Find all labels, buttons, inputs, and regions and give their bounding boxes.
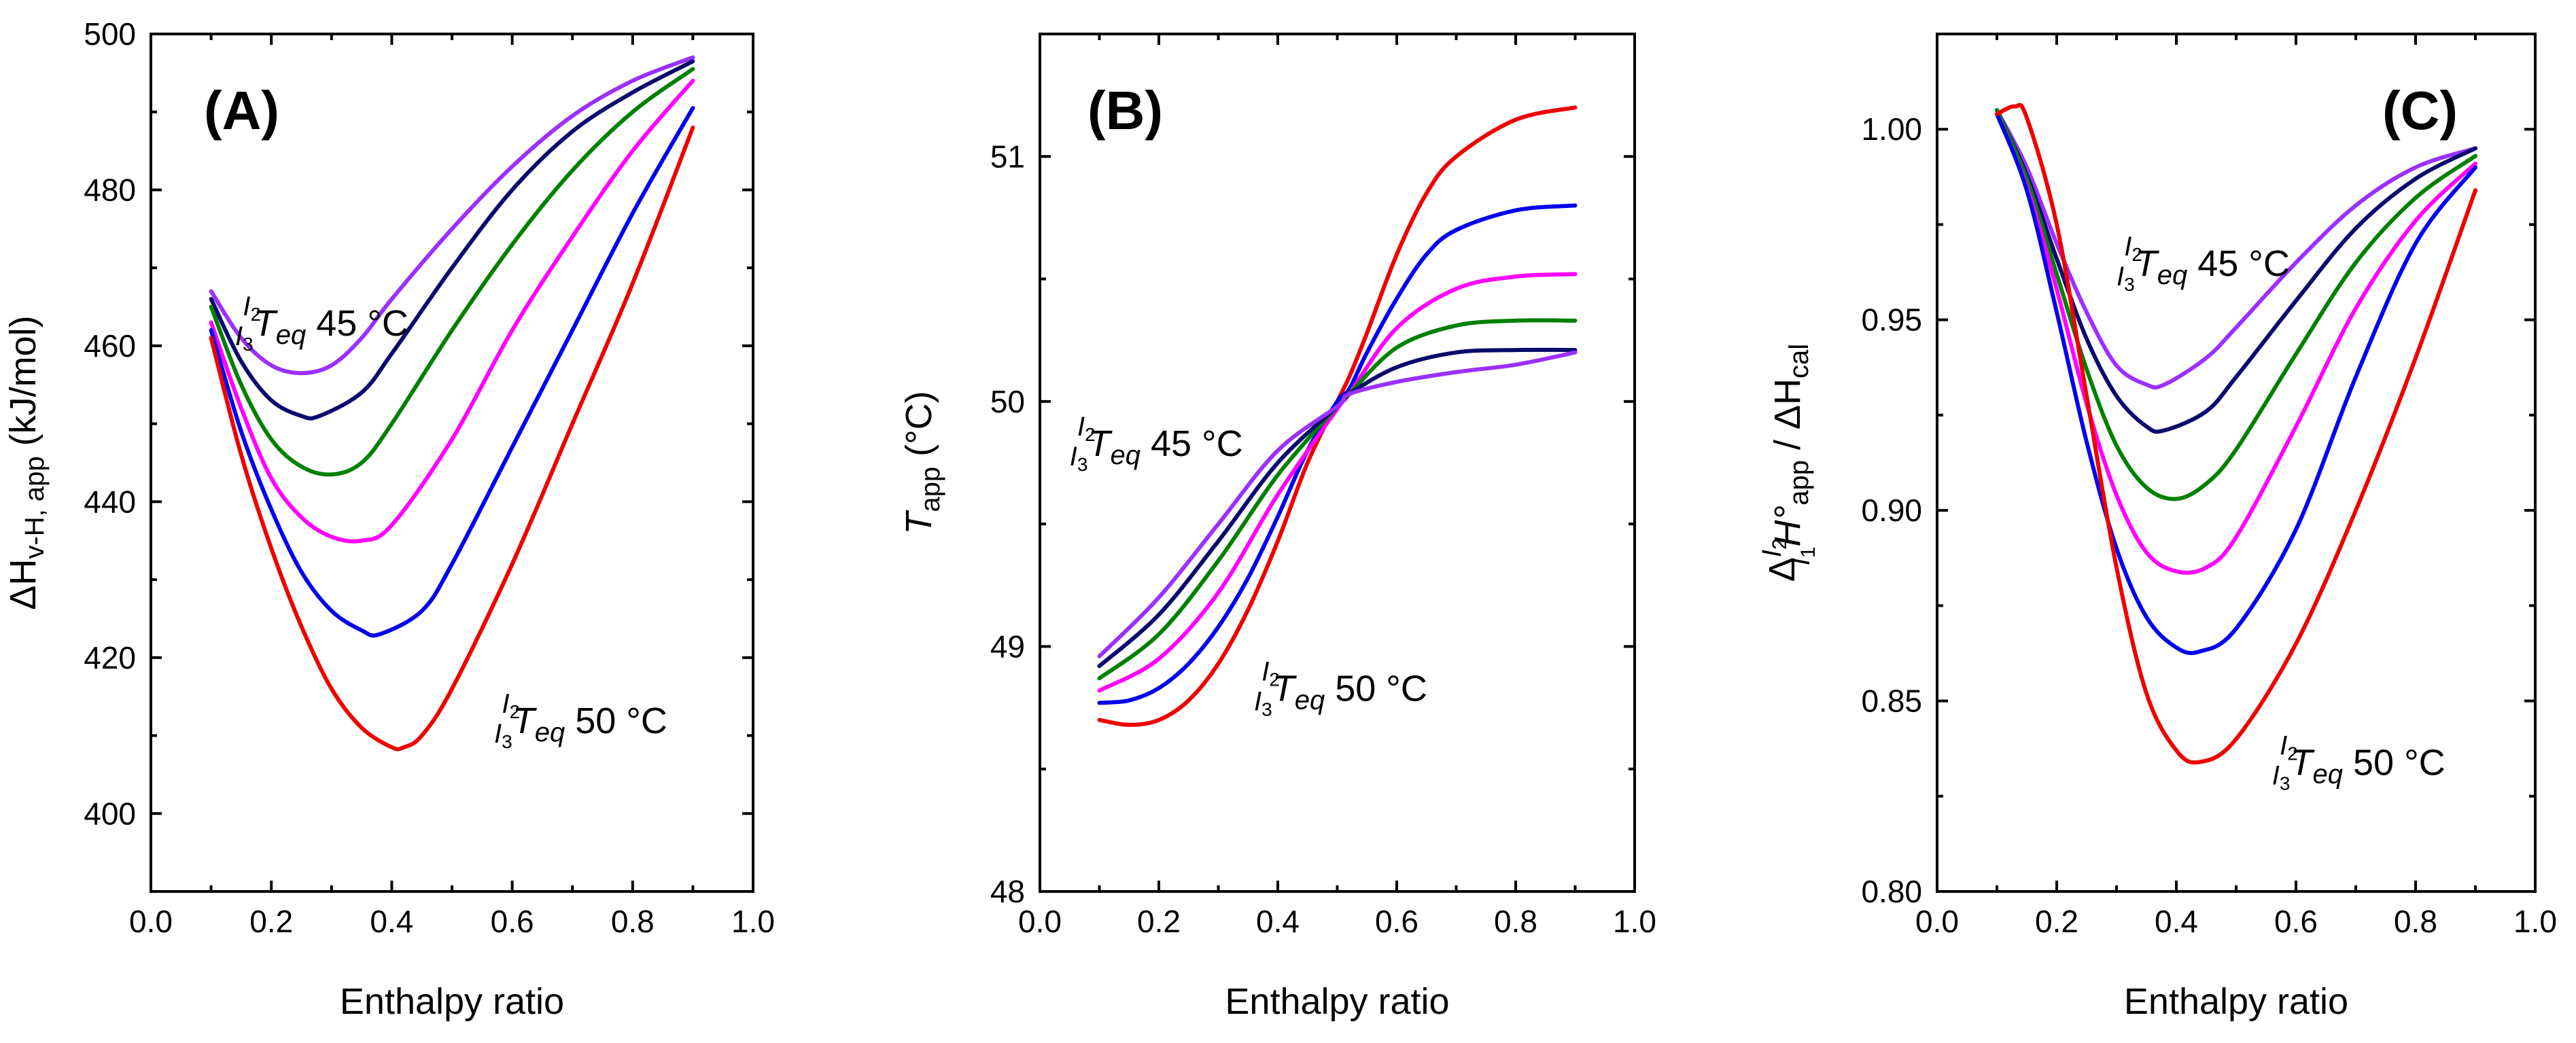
x-tick-label: 1.0 [1613,904,1656,939]
panel-label: (A) [204,80,279,141]
y-tick-label: 48 [990,874,1025,909]
x-axis-label: Enthalpy ratio [2124,981,2348,1022]
y-tick-label: 440 [84,484,136,519]
x-tick-label: 0.6 [2274,904,2318,939]
series-line-1 [1995,108,2477,390]
series-line-6 [1995,103,2477,765]
y-tick-label: 420 [84,640,136,675]
series-group [209,55,695,752]
chart-panel-3: 0.0 0.2 0.4 0.6 0.8 1.0 0.80 0.85 0.90 0.95 1.00 En… [1757,33,2557,1022]
series-line-1 [209,55,695,376]
y-tick-label: 50 [990,384,1025,419]
series-line-3 [1995,108,2477,501]
chart-panel-1: 0.0 0.2 0.4 0.6 0.8 1.0 400 420 440 460 480 500 Enth… [3,16,775,1022]
y-tick-label: 0.95 [1861,302,1922,338]
x-tick-label: 1.0 [2513,904,2557,939]
annotation-label: I2 I3Teq 45 °C [1070,412,1243,475]
y-tick-label: 1.00 [1861,111,1922,147]
series-line-3 [209,67,695,477]
annotation-label: I2 I3Teq 50 °C [494,689,667,752]
y-axis-label: Tapp (°C) [899,391,945,534]
series-line-4 [1097,318,1578,681]
x-tick-label: 0.4 [370,904,413,939]
y-tick-label: 49 [990,629,1025,664]
x-tick-label: 0.6 [1375,904,1418,939]
y-axis-label: ΔI2I1H°app / ΔHcal [1757,344,1820,582]
x-tick-label: 0.0 [1915,904,1959,939]
series-line-6 [1097,350,1578,658]
x-tick-label: 0.8 [2394,904,2437,939]
y-axis-label: ΔHv-H, app (kJ/mol) [3,315,50,609]
x-tick-label: 0.8 [1494,904,1537,939]
x-axis-label: Enthalpy ratio [1225,981,1449,1022]
annotation-label: I2 I3Teq 50 °C [2272,731,2446,794]
x-tick-label: 0.0 [1018,904,1062,939]
panel-label: (B) [1087,80,1163,141]
y-tick-label: 51 [990,139,1025,174]
series-group [1995,103,2477,765]
panel-label: (C) [2382,80,2458,141]
y-tick-label: 400 [84,796,136,831]
series-line-4 [1995,111,2477,575]
x-tick-label: 0.2 [2035,904,2078,939]
x-axis-label: Enthalpy ratio [340,981,564,1022]
x-tick-label: 0.8 [611,904,655,939]
x-tick-label: 0.2 [1137,904,1181,939]
x-tick-label: 0.4 [2155,904,2198,939]
x-tick-label: 1.0 [731,904,775,939]
series-line-5 [209,106,695,638]
series-line-5 [1995,111,2477,656]
x-tick-label: 0.6 [491,904,534,939]
y-tick-label: 480 [84,172,136,207]
series-line-4 [209,78,695,544]
series-line-3 [1097,272,1578,693]
annotation-label: I2 I3Teq 45 °C [235,291,408,355]
x-tick-label: 0.2 [249,904,293,939]
chart-panel-2: 0.0 0.2 0.4 0.6 0.8 1.0 48 49 50 51 Enthalpy ratio… [899,33,1656,1022]
annotation-label: I2 I3Teq 50 °C [1254,657,1427,720]
series-line-2 [209,59,695,421]
series-group [1097,105,1578,727]
y-tick-label: 0.80 [1861,874,1922,909]
y-tick-label: 0.85 [1861,684,1922,719]
annotation-label: I2 I3Teq 45 °C [2117,232,2290,295]
y-tick-label: 0.90 [1861,493,1922,528]
series-line-2 [1995,108,2477,434]
x-tick-label: 0.0 [129,904,173,939]
y-tick-label: 460 [84,328,136,364]
x-tick-label: 0.4 [1256,904,1300,939]
series-line-6 [209,125,695,752]
y-tick-label: 500 [84,16,136,52]
series-line-1 [1097,105,1578,727]
